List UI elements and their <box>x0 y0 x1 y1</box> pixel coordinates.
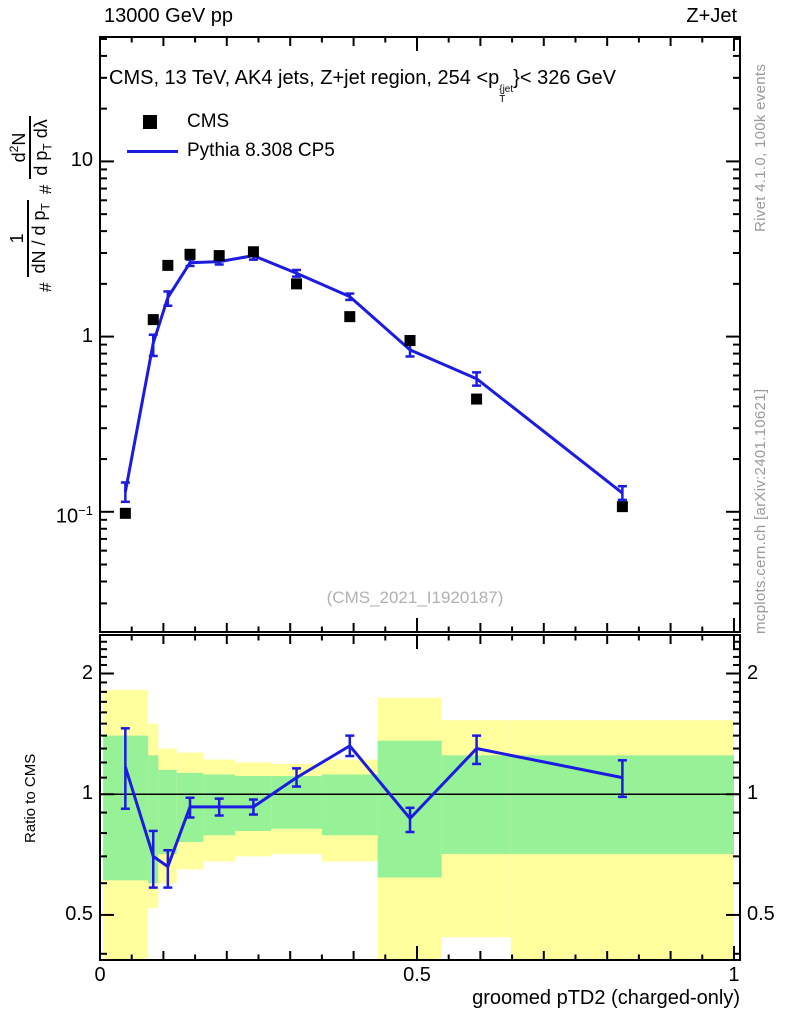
ratio-y-tick-label-right: 1 <box>747 782 759 805</box>
analysis-id-watermark: (CMS_2021_I1920187) <box>326 588 504 607</box>
hash-symbol: # <box>35 184 55 195</box>
axis-ticks <box>99 37 740 960</box>
legend-pythia-label: Pythia 8.308 CP5 <box>187 140 335 161</box>
pythia-error-bars <box>120 250 627 504</box>
x-tick-label: 1 <box>728 964 740 986</box>
legend-cms-marker <box>143 115 157 129</box>
fraction-1: 1 dN / d pT <box>6 200 56 277</box>
pt-jet-supsub: {jet T <box>499 85 513 105</box>
x-axis-label: groomed pTD2 (charged-only) <box>472 987 740 1009</box>
ratio-line <box>123 744 623 869</box>
pt-jet-superscript: {jet <box>499 84 514 95</box>
legend-pythia-line <box>127 150 178 153</box>
ratio-y-tick-label-right: 0.5 <box>747 902 775 925</box>
ratio-y-tick-label-right: 2 <box>747 661 759 684</box>
pt-jet-subscript: T <box>499 94 506 105</box>
x-tick-label: 0.5 <box>403 964 431 986</box>
plot-title-suffix: }< 326 GeV <box>513 67 617 89</box>
mcplots-arxiv-note: mcplots.cern.ch [arXiv:2401.10621] <box>752 388 769 634</box>
rivet-version-note: Rivet 4.1.0, 100k events <box>752 63 769 232</box>
hash-symbol: # <box>35 282 55 292</box>
ratio-y-tick-label-left: 0.5 <box>65 902 93 925</box>
pythia-line <box>123 254 624 495</box>
x-tick-label: 0 <box>94 964 106 986</box>
legend-cms-label: CMS <box>187 111 230 132</box>
ratio-y-tick-label-left: 2 <box>81 661 93 684</box>
ratio-y-tick-label-left: 1 <box>81 782 93 805</box>
main-y-tick-label: 1 <box>81 324 93 347</box>
cms-markers <box>119 246 628 519</box>
analysis-region-label: Z+Jet <box>686 5 737 27</box>
plot-title-text: CMS, 13 TeV, AK4 jets, Z+jet region, 254… <box>109 67 500 89</box>
plot-title: CMS, 13 TeV, AK4 jets, Z+jet region, 254… <box>109 66 616 105</box>
panel-frames <box>99 36 741 961</box>
main-y-tick-label: 10 <box>70 149 93 172</box>
main-y-tick-label: 10−1 <box>55 502 93 528</box>
beam-energy-label: 13000 GeV pp <box>104 5 233 27</box>
